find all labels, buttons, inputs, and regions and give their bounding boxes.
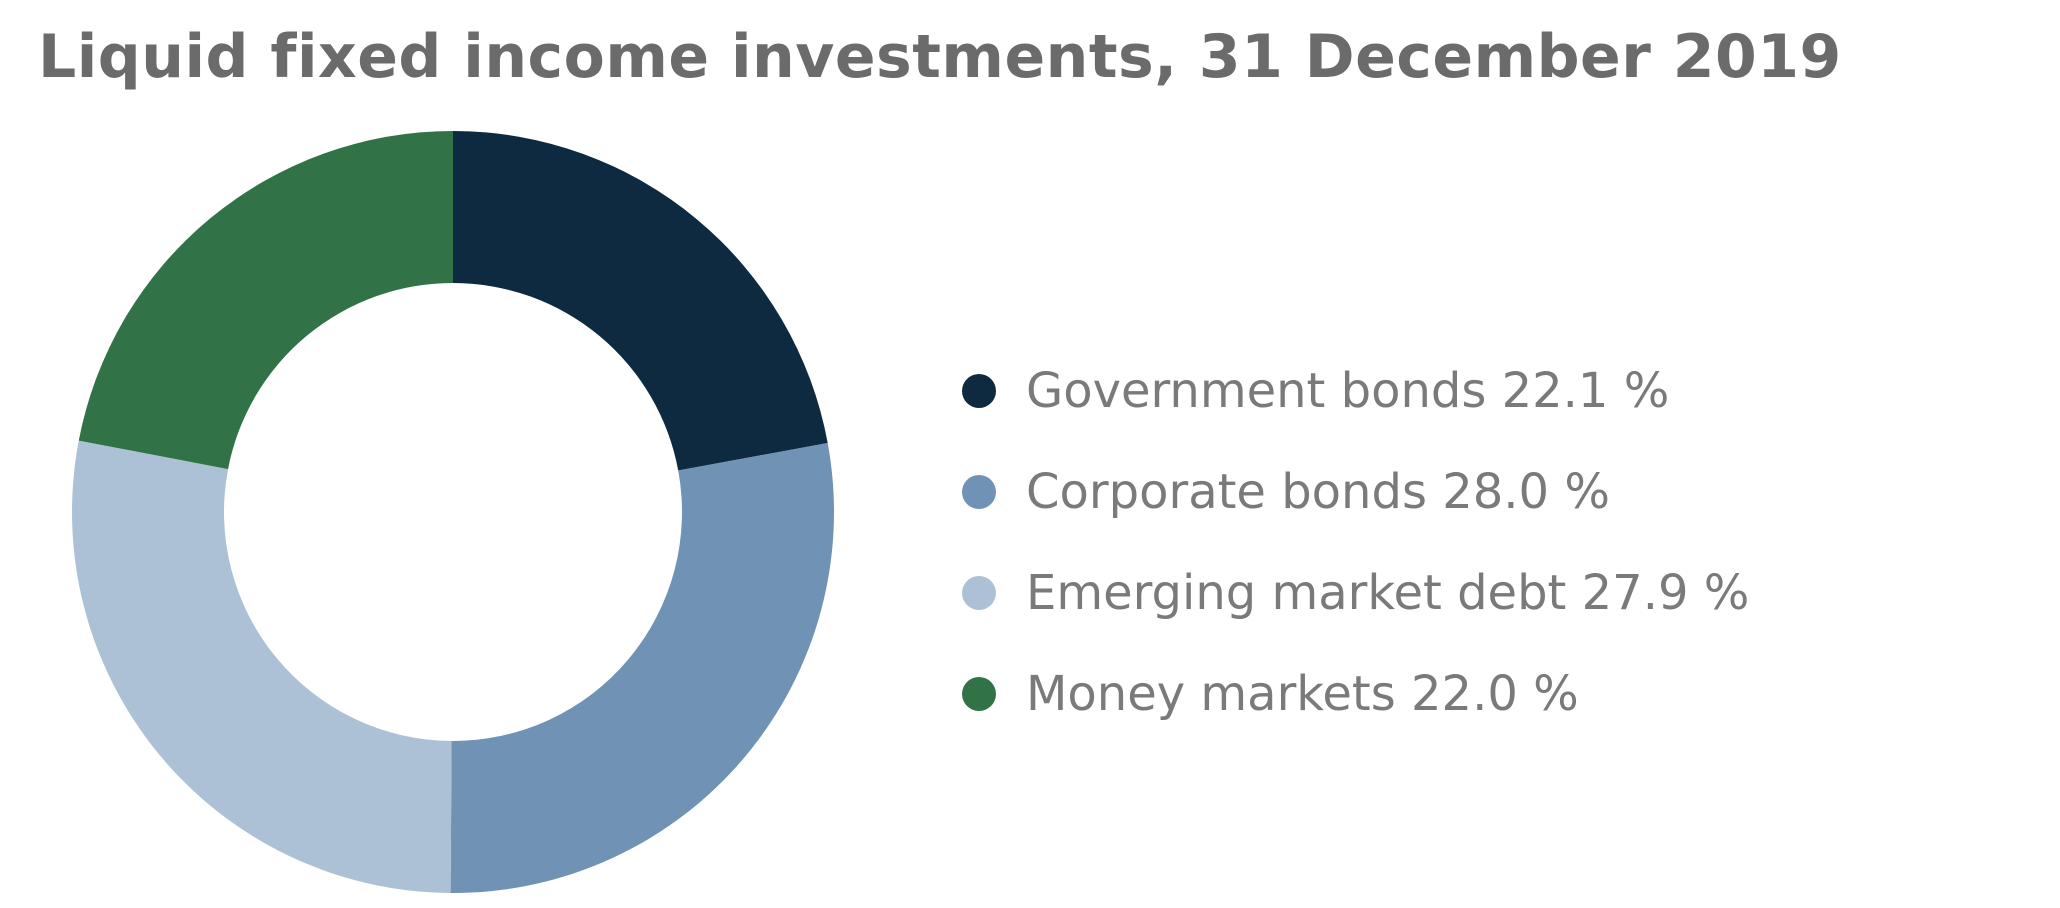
chart-legend: Government bonds 22.1 % Corporate bonds …	[962, 340, 1749, 744]
donut-slices	[72, 131, 834, 893]
legend-marker-emerging-market-debt	[962, 575, 996, 610]
donut-slice-government-bonds	[453, 131, 828, 471]
donut-slice-emerging-market-debt	[72, 440, 452, 893]
legend-item-money-markets: Money markets 22.0 %	[962, 643, 1749, 744]
legend-item-corporate-bonds: Corporate bonds 28.0 %	[962, 441, 1749, 542]
legend-marker-money-markets	[962, 676, 996, 711]
legend-item-emerging-market-debt: Emerging market debt 27.9 %	[962, 542, 1749, 643]
legend-item-government-bonds: Government bonds 22.1 %	[962, 340, 1749, 441]
legend-label-emerging-market-debt: Emerging market debt 27.9 %	[1026, 564, 1750, 621]
legend-marker-government-bonds	[962, 373, 996, 408]
donut-chart	[72, 131, 834, 893]
legend-marker-corporate-bonds	[962, 474, 996, 509]
legend-label-money-markets: Money markets 22.0 %	[1026, 665, 1579, 722]
legend-label-corporate-bonds: Corporate bonds 28.0 %	[1026, 463, 1610, 520]
chart-title: Liquid fixed income investments, 31 Dece…	[38, 22, 1842, 92]
donut-slice-money-markets	[78, 131, 453, 470]
donut-slice-corporate-bonds	[450, 442, 834, 893]
legend-label-government-bonds: Government bonds 22.1 %	[1026, 362, 1670, 419]
